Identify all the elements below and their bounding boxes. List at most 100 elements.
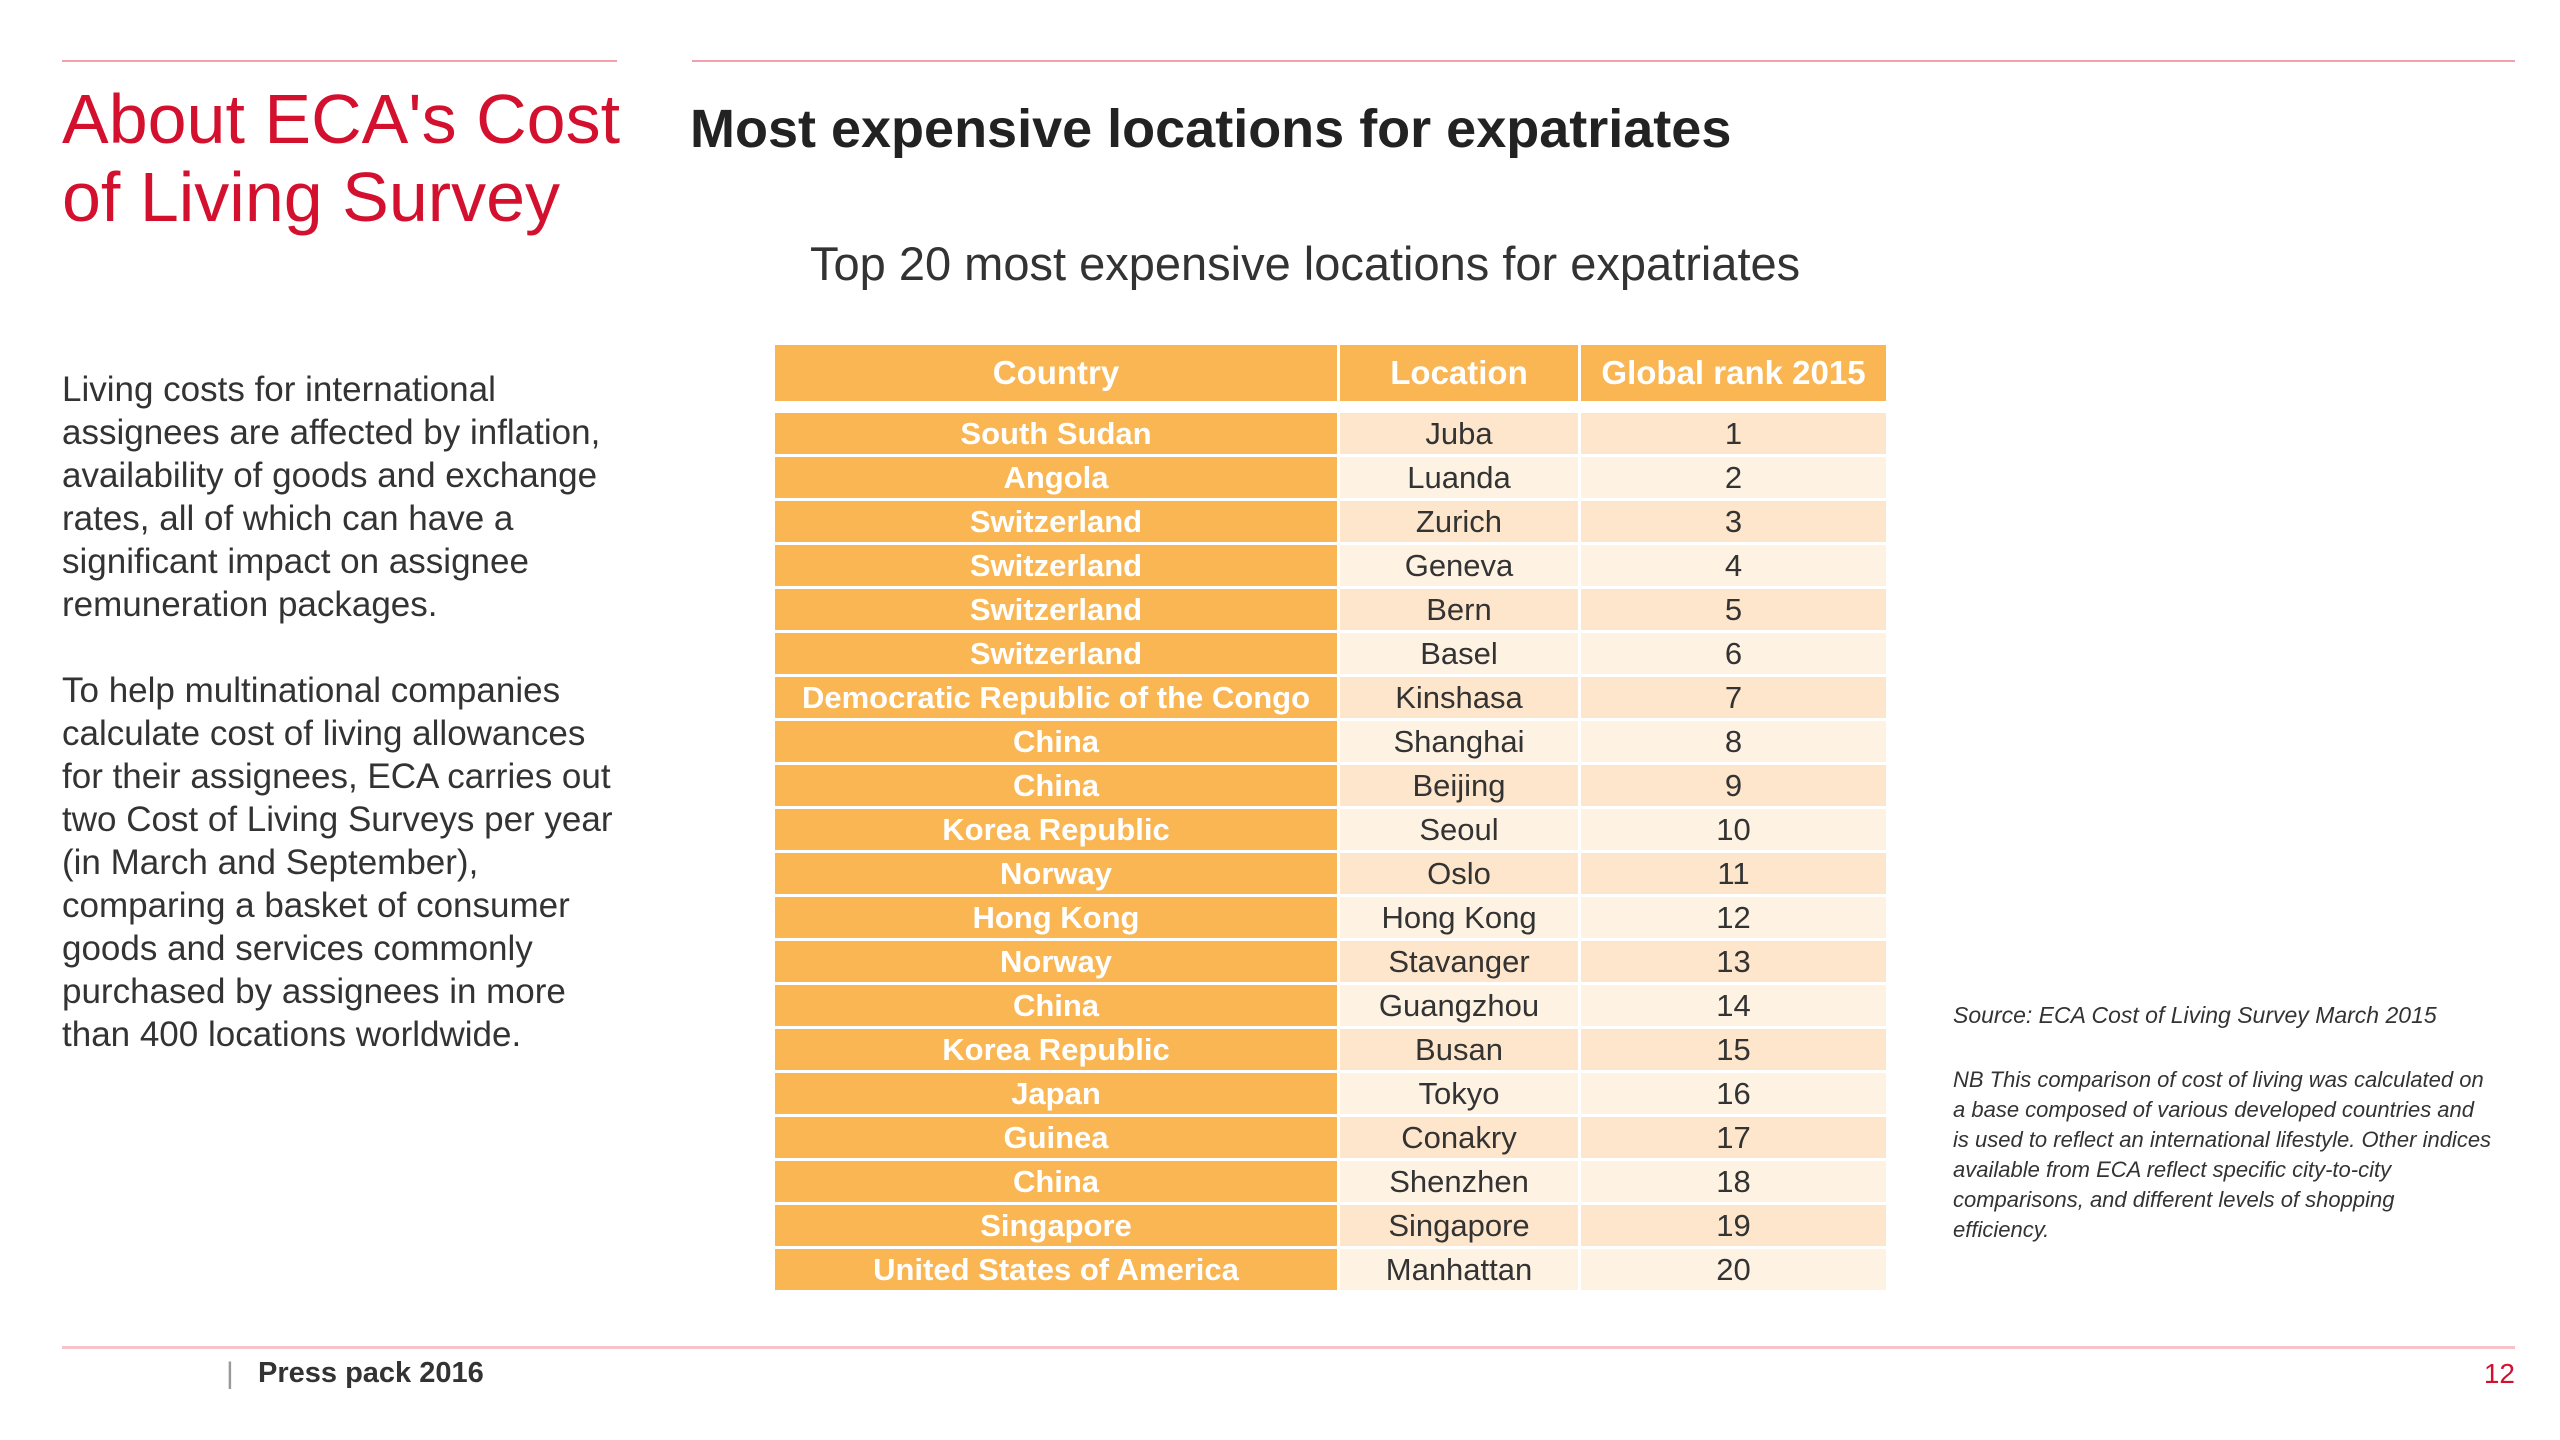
cell-country: Democratic Republic of the Congo <box>775 677 1337 718</box>
cell-country: Norway <box>775 941 1337 982</box>
cell-location: Beijing <box>1340 765 1578 806</box>
cell-country: China <box>775 765 1337 806</box>
column-header-country: Country <box>775 345 1337 401</box>
column-header-location: Location <box>1340 345 1578 401</box>
table-row: Democratic Republic of the Congo Kinshasa… <box>775 677 1886 718</box>
cell-country: Norway <box>775 853 1337 894</box>
table-row: South Sudan Juba 1 <box>775 413 1886 454</box>
table-row: Korea Republic Busan 15 <box>775 1029 1886 1070</box>
table-body: South Sudan Juba 1 Angola Luanda 2 Switzerland… <box>775 413 1886 1290</box>
sidebar-body: Living costs for international assignees… <box>62 368 622 1099</box>
cell-country: China <box>775 1161 1337 1202</box>
cell-rank: 7 <box>1581 677 1886 718</box>
column-header-rank: Global rank 2015 <box>1581 345 1886 401</box>
cell-rank: 14 <box>1581 985 1886 1026</box>
table-row: Angola Luanda 2 <box>775 457 1886 498</box>
footer-label: Press pack 2016 <box>258 1357 484 1389</box>
cell-location: Manhattan <box>1340 1249 1578 1290</box>
methodology-note: NB This comparison of cost of living was… <box>1953 1067 2492 1242</box>
table-row: China Shanghai 8 <box>775 721 1886 762</box>
page-title: Most expensive locations for expatriates <box>690 99 1732 159</box>
sidebar-paragraph-1: Living costs for international assignees… <box>62 370 601 624</box>
page-number: 12 <box>2483 1358 2515 1389</box>
cell-rank: 5 <box>1581 589 1886 630</box>
cell-location: Hong Kong <box>1340 897 1578 938</box>
cell-country: China <box>775 985 1337 1026</box>
cell-rank: 13 <box>1581 941 1886 982</box>
cell-country: Korea Republic <box>775 809 1337 850</box>
table-row: Guinea Conakry 17 <box>775 1117 1886 1158</box>
cell-country: United States of America <box>775 1249 1337 1290</box>
table-row: China Beijing 9 <box>775 765 1886 806</box>
cell-country: Switzerland <box>775 589 1337 630</box>
cell-location: Juba <box>1340 413 1578 454</box>
footer-rule <box>62 1346 2515 1349</box>
table-row: China Guangzhou 14 <box>775 985 1886 1026</box>
cell-country: Angola <box>775 457 1337 498</box>
cell-country: South Sudan <box>775 413 1337 454</box>
cell-location: Geneva <box>1340 545 1578 586</box>
table-header-row: Country Location Global rank 2015 <box>775 345 1886 401</box>
cell-rank: 3 <box>1581 501 1886 542</box>
table-row: Korea Republic Seoul 10 <box>775 809 1886 850</box>
table-row: Japan Tokyo 16 <box>775 1073 1886 1114</box>
cell-rank: 10 <box>1581 809 1886 850</box>
cell-rank: 1 <box>1581 413 1886 454</box>
cell-country: Singapore <box>775 1205 1337 1246</box>
table-row: Switzerland Geneva 4 <box>775 545 1886 586</box>
cell-location: Seoul <box>1340 809 1578 850</box>
cell-country: Switzerland <box>775 545 1337 586</box>
cell-location: Kinshasa <box>1340 677 1578 718</box>
cell-location: Basel <box>1340 633 1578 674</box>
cell-location: Tokyo <box>1340 1073 1578 1114</box>
table-row: Norway Oslo 11 <box>775 853 1886 894</box>
source-note: Source: ECA Cost of Living Survey March … <box>1953 1002 2437 1028</box>
cell-location: Stavanger <box>1340 941 1578 982</box>
cell-country: Guinea <box>775 1117 1337 1158</box>
cell-rank: 15 <box>1581 1029 1886 1070</box>
table-row: Switzerland Zurich 3 <box>775 501 1886 542</box>
cell-rank: 4 <box>1581 545 1886 586</box>
cell-location: Conakry <box>1340 1117 1578 1158</box>
cell-rank: 17 <box>1581 1117 1886 1158</box>
cell-rank: 8 <box>1581 721 1886 762</box>
cell-location: Busan <box>1340 1029 1578 1070</box>
top-rule-right <box>692 60 2515 62</box>
table-row: United States of America Manhattan 20 <box>775 1249 1886 1290</box>
cell-country: Japan <box>775 1073 1337 1114</box>
table-row: Switzerland Basel 6 <box>775 633 1886 674</box>
table-row: Hong Kong Hong Kong 12 <box>775 897 1886 938</box>
footer-separator: | <box>226 1357 234 1390</box>
cell-location: Singapore <box>1340 1205 1578 1246</box>
cell-location: Shenzhen <box>1340 1161 1578 1202</box>
cell-location: Bern <box>1340 589 1578 630</box>
cell-country: Hong Kong <box>775 897 1337 938</box>
cell-rank: 18 <box>1581 1161 1886 1202</box>
sidebar-paragraph-2: To help multinational companies calculat… <box>62 671 613 1054</box>
cell-rank: 9 <box>1581 765 1886 806</box>
table-row: China Shenzhen 18 <box>775 1161 1886 1202</box>
cell-rank: 2 <box>1581 457 1886 498</box>
cell-rank: 16 <box>1581 1073 1886 1114</box>
table-row: Singapore Singapore 19 <box>775 1205 1886 1246</box>
top-rule-left <box>62 60 617 62</box>
cell-rank: 11 <box>1581 853 1886 894</box>
cell-country: Korea Republic <box>775 1029 1337 1070</box>
rankings-table: Country Location Global rank 2015 South … <box>772 342 1889 1293</box>
cell-country: China <box>775 721 1337 762</box>
cell-location: Oslo <box>1340 853 1578 894</box>
cell-rank: 19 <box>1581 1205 1886 1246</box>
cell-location: Luanda <box>1340 457 1578 498</box>
cell-location: Zurich <box>1340 501 1578 542</box>
cell-rank: 6 <box>1581 633 1886 674</box>
table-caption: Top 20 most expensive locations for expa… <box>810 237 1801 290</box>
table-row: Switzerland Bern 5 <box>775 589 1886 630</box>
cell-location: Guangzhou <box>1340 985 1578 1026</box>
cell-rank: 12 <box>1581 897 1886 938</box>
cell-country: Switzerland <box>775 501 1337 542</box>
table-row: Norway Stavanger 13 <box>775 941 1886 982</box>
cell-rank: 20 <box>1581 1249 1886 1290</box>
cell-country: Switzerland <box>775 633 1337 674</box>
sidebar-title: About ECA's Cost of Living Survey <box>62 80 621 236</box>
cell-location: Shanghai <box>1340 721 1578 762</box>
